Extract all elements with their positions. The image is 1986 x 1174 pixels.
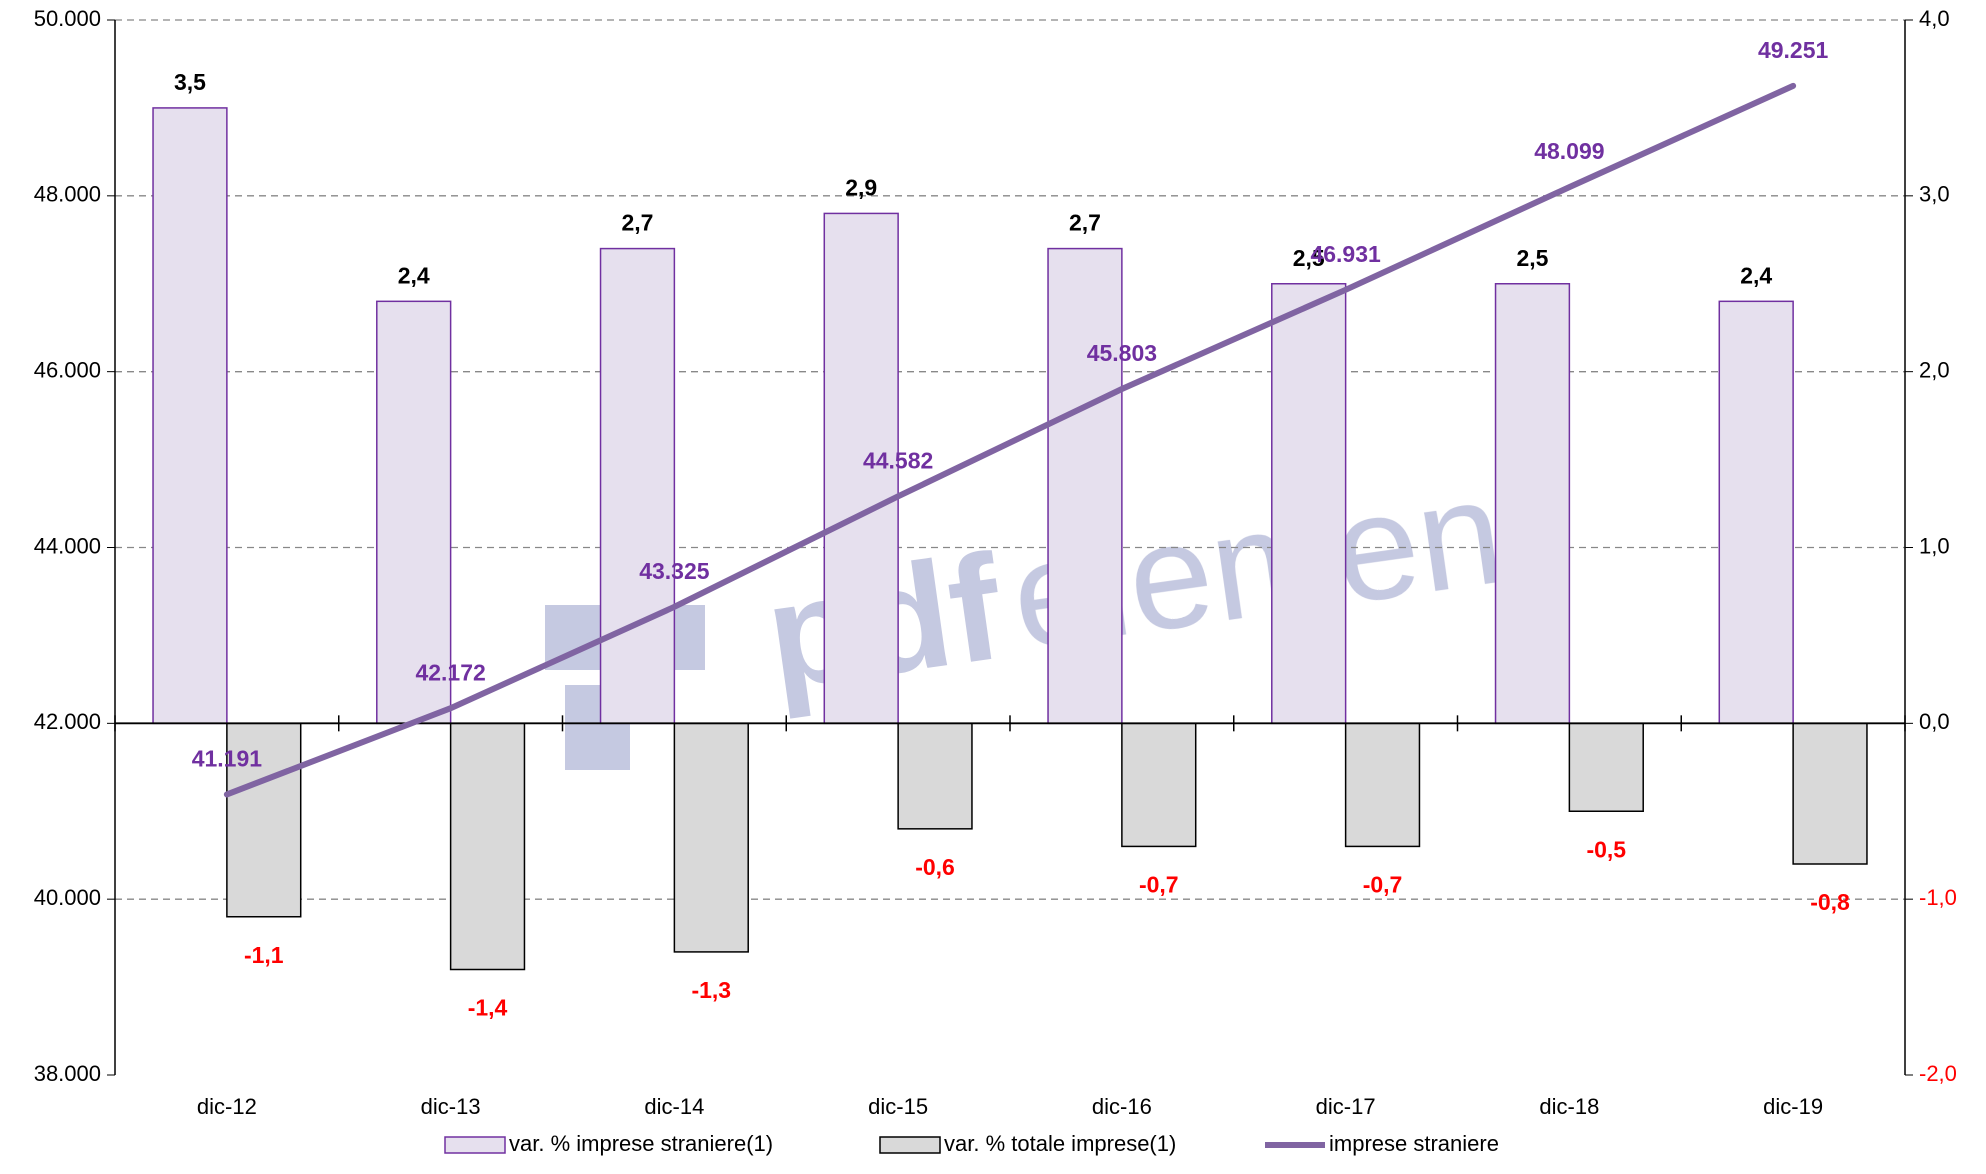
x-tick-label: dic-13	[421, 1094, 481, 1119]
y2-tick-label: 0,0	[1919, 709, 1950, 734]
y-tick-label: 46.000	[34, 357, 101, 382]
y2-tick-label: -2,0	[1919, 1061, 1957, 1086]
y2-tick-label: 4,0	[1919, 6, 1950, 31]
bar	[1344, 722, 1421, 848]
bar	[1494, 283, 1571, 725]
bar-value-label: -0,6	[915, 854, 955, 880]
bar	[1718, 300, 1794, 725]
y2-tick-label: -1,0	[1919, 885, 1957, 910]
x-tick-label: dic-15	[868, 1094, 928, 1119]
bar-value-label: 2,5	[1293, 245, 1325, 271]
legend-label: imprese straniere	[1329, 1131, 1499, 1156]
bar	[152, 107, 228, 725]
line-value-label: 45.803	[1087, 340, 1157, 366]
bar	[1047, 247, 1123, 725]
bar	[823, 212, 899, 725]
bar-value-label: 2,7	[621, 210, 653, 236]
line-value-label: 48.099	[1534, 138, 1604, 164]
bar-value-label: -1,1	[244, 942, 284, 968]
y-tick-label: 48.000	[34, 182, 101, 207]
bar	[226, 722, 302, 918]
x-tick-label: dic-19	[1763, 1094, 1823, 1119]
legend-swatch	[879, 1136, 941, 1154]
bar-value-label: 2,5	[1516, 245, 1548, 271]
line-value-label: 41.191	[192, 746, 263, 772]
y2-tick-label: 3,0	[1919, 182, 1950, 207]
bar-value-label: -0,8	[1810, 889, 1850, 915]
y-tick-label: 40.000	[34, 885, 101, 910]
bar	[1568, 722, 1644, 812]
bar-value-label: 2,7	[1069, 210, 1101, 236]
y-tick-label: 50.000	[34, 6, 101, 31]
legend-label: var. % totale imprese(1)	[944, 1131, 1176, 1156]
bar	[376, 300, 452, 725]
bar-value-label: -0,7	[1139, 871, 1179, 897]
line-value-label: 49.251	[1758, 37, 1829, 63]
bar-value-label: 2,4	[1740, 262, 1772, 288]
line-value-label: 44.582	[863, 447, 933, 473]
bar-value-label: -0,7	[1363, 871, 1403, 897]
bar-value-label: -1,3	[691, 977, 731, 1003]
bar	[599, 247, 676, 725]
bar	[673, 722, 749, 953]
y-tick-label: 44.000	[34, 533, 101, 558]
bar	[1792, 722, 1868, 865]
bar-value-label: 3,5	[174, 69, 206, 95]
y2-tick-label: 2,0	[1919, 357, 1950, 382]
bar	[1121, 722, 1197, 848]
y-tick-label: 38.000	[34, 1061, 101, 1086]
x-tick-label: dic-12	[197, 1094, 257, 1119]
line-value-label: 43.325	[639, 558, 710, 584]
line-value-label: 46.931	[1310, 241, 1381, 267]
y-tick-label: 42.000	[34, 709, 101, 734]
x-tick-label: dic-14	[644, 1094, 704, 1119]
bar-value-label: -0,5	[1586, 836, 1626, 862]
bar-value-label: 2,9	[845, 174, 877, 200]
x-tick-label: dic-18	[1539, 1094, 1599, 1119]
legend-swatch	[444, 1136, 506, 1154]
x-tick-label: dic-16	[1092, 1094, 1152, 1119]
bar-value-label: 2,4	[398, 262, 430, 288]
bar	[449, 722, 526, 971]
line-value-label: 42.172	[415, 659, 485, 685]
legend-label: var. % imprese straniere(1)	[509, 1131, 773, 1156]
line-series	[223, 82, 1797, 798]
bar	[1271, 283, 1347, 725]
bar-value-label: -1,4	[468, 995, 508, 1021]
y2-tick-label: 1,0	[1919, 533, 1950, 558]
bar	[897, 722, 973, 830]
x-tick-label: dic-17	[1316, 1094, 1376, 1119]
